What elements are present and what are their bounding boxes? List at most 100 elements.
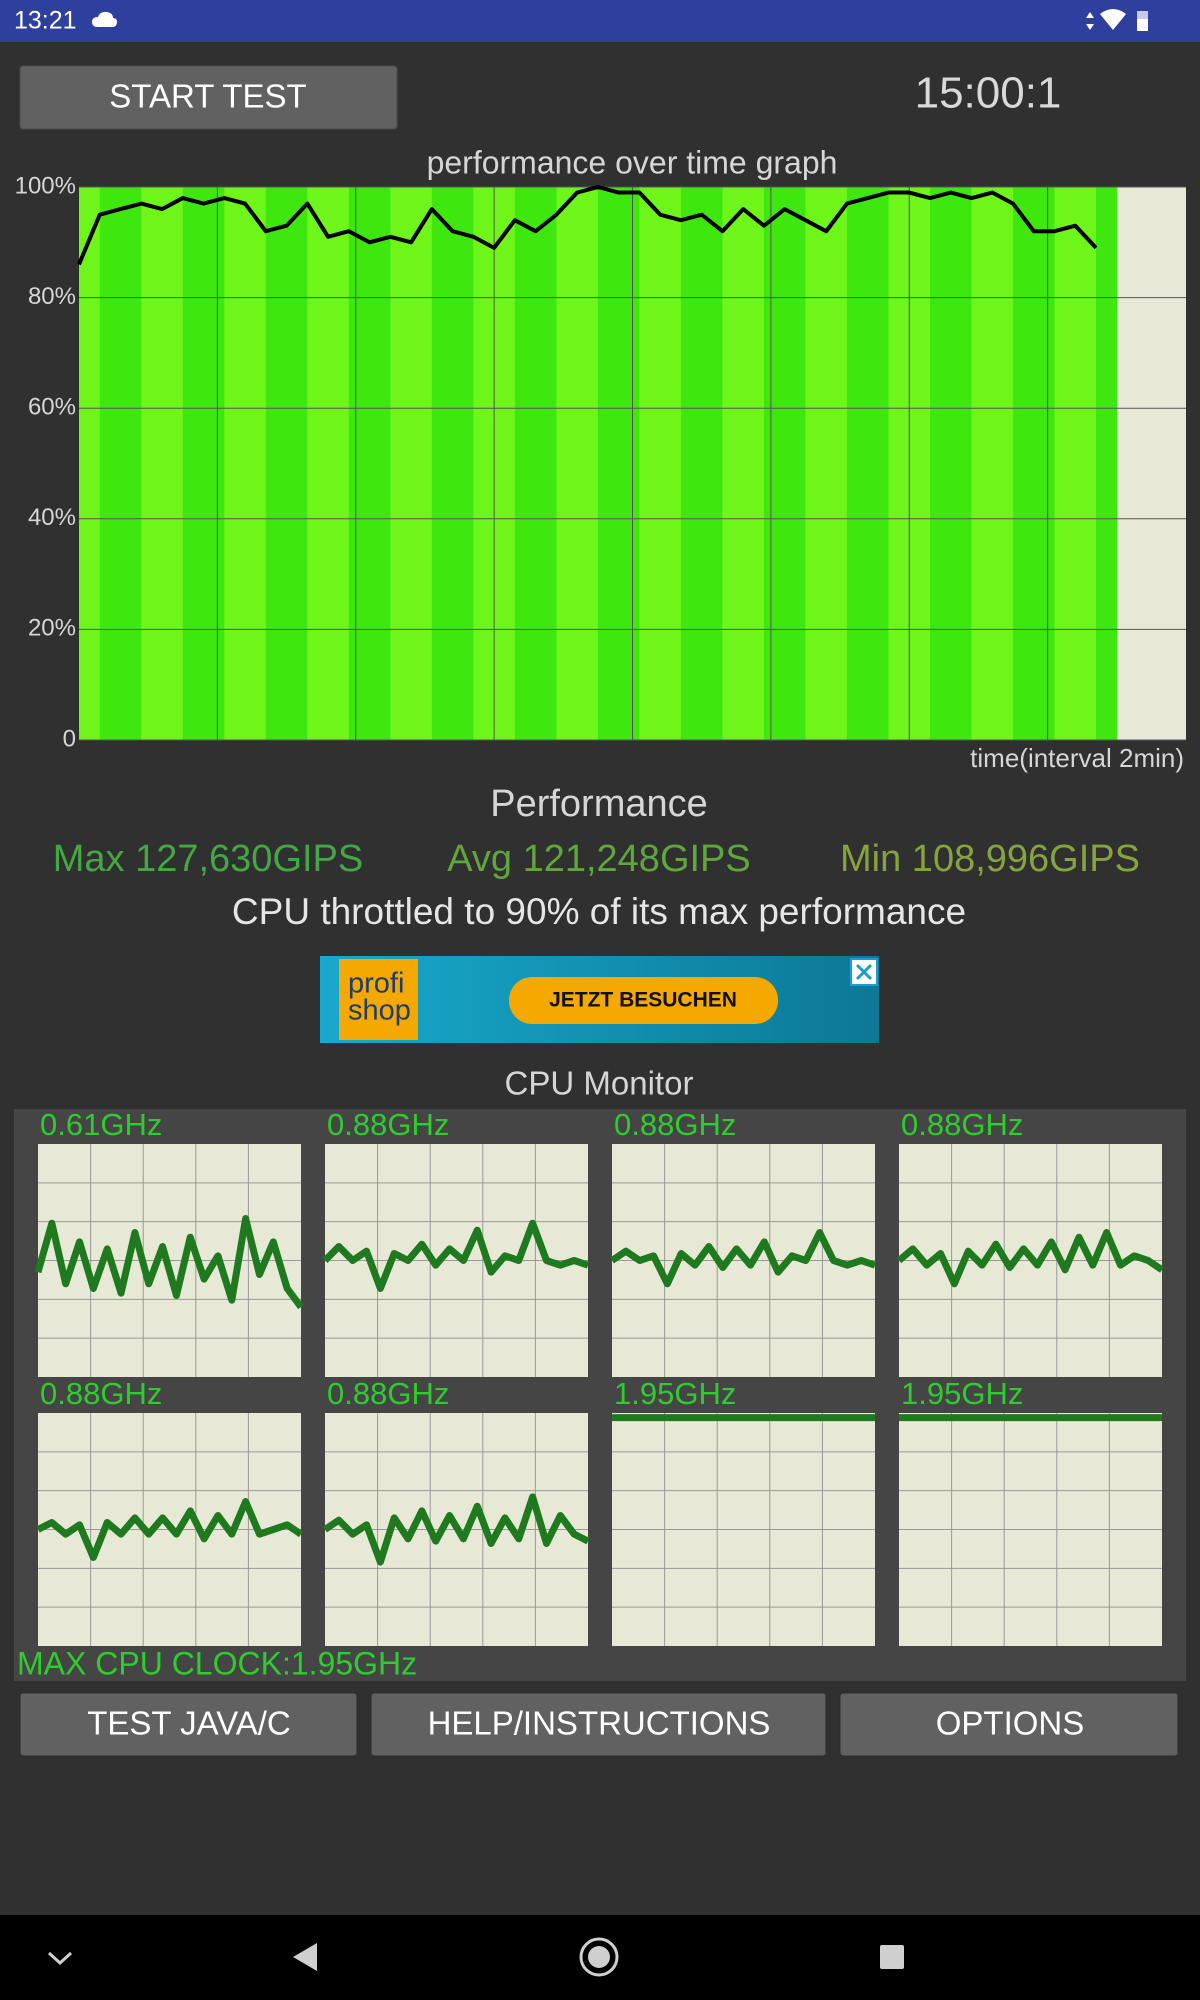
elapsed-stripe (348, 187, 371, 740)
button-label[interactable]: TEST JAVA/C (87, 1705, 291, 1742)
elapsed-stripe (743, 187, 765, 740)
avg-score: Avg 121,248GIPS (447, 838, 751, 880)
elapsed-stripe (162, 187, 184, 740)
nav-home[interactable] (579, 1937, 619, 1977)
wifi-icon (1100, 9, 1126, 30)
elapsed-stripe (265, 187, 288, 740)
elapsed-stripe (909, 187, 931, 740)
core-clock: 1.95GHz (901, 1376, 1023, 1411)
ad-brand-2[interactable]: shop (348, 995, 411, 1027)
min-score: Min 108,996GIPS (840, 838, 1140, 880)
core-load-line (323, 1493, 590, 1566)
y-tick-label: 100% (15, 172, 76, 199)
y-tick-label: 80% (28, 283, 76, 310)
timer: 15:00:1 (915, 69, 1062, 118)
nav-home-dot[interactable] (588, 1946, 610, 1968)
start-test-label[interactable]: START TEST (109, 78, 306, 115)
elapsed-stripe (514, 187, 537, 740)
elapsed-stripe (577, 187, 599, 740)
elapsed-stripe (411, 187, 433, 740)
elapsed-stripe (784, 187, 806, 740)
core-load-line (322, 1219, 590, 1292)
cpu-cores: 0.61GHz 0.88GHz 0.88GHz 0.88GHz 0.88GHz 0.88G… (34, 1107, 1164, 1646)
elapsed-stripe (431, 187, 454, 740)
max-score: Max 127,630GIPS (53, 838, 364, 880)
elapsed-stripe (286, 187, 308, 740)
x-axis-label: time(interval 2min) (970, 743, 1184, 773)
core-load-line (896, 1229, 1164, 1288)
elapsed-stripe (1075, 187, 1097, 740)
y-tick-label: 40% (28, 504, 76, 531)
core-clock: 0.88GHz (327, 1376, 449, 1411)
core-clock: 0.88GHz (614, 1107, 736, 1142)
ad-cta-button[interactable] (509, 977, 778, 1024)
y-tick-label: 20% (28, 615, 76, 642)
elapsed-stripe (328, 187, 350, 740)
ad-cta[interactable]: JETZT BESUCHEN (549, 989, 737, 1012)
elapsed-stripe (805, 187, 827, 740)
elapsed-stripe (390, 187, 412, 740)
y-tick-label: 0 (63, 725, 76, 752)
elapsed-stripe (930, 187, 952, 740)
clock: 13:21 (14, 7, 77, 35)
elapsed-stripe (639, 187, 661, 740)
core-load-line (34, 1215, 304, 1310)
elapsed-stripe (473, 187, 495, 740)
elapsed-stripe (618, 187, 640, 740)
elapsed-stripe (660, 187, 682, 740)
elapsed-stripe (535, 187, 557, 740)
elapsed-stripe (1096, 187, 1118, 740)
performance-line (77, 185, 1098, 266)
ad-logo[interactable] (339, 959, 418, 1040)
elapsed-stripe (1013, 187, 1035, 740)
nav-hide[interactable] (47, 1951, 73, 1966)
performance-graph: 0 20% 40% 60% 80% 100% (15, 172, 1186, 752)
performance-title: Performance (490, 783, 708, 825)
elapsed-stripe (867, 187, 889, 740)
elapsed-stripe (597, 187, 620, 740)
elapsed-stripe (971, 187, 993, 740)
core-clock: 0.88GHz (40, 1376, 162, 1411)
elapsed-stripe (79, 187, 101, 740)
start-test-button[interactable] (19, 65, 398, 130)
elapsed-stripe (452, 187, 474, 740)
button-label[interactable]: OPTIONS (936, 1705, 1085, 1742)
elapsed-stripe (1054, 187, 1076, 740)
core-clock: 0.88GHz (327, 1107, 449, 1142)
status-bar (0, 0, 1200, 42)
elapsed-stripe (224, 187, 246, 740)
elapsed-stripe (99, 187, 122, 740)
core-clock: 0.88GHz (901, 1107, 1023, 1142)
elapsed-stripe (992, 187, 1014, 740)
nav-recents[interactable] (880, 1945, 904, 1969)
nav-back[interactable] (293, 1943, 317, 1971)
elapsed-stripe (141, 187, 163, 740)
core-load-line (36, 1498, 303, 1561)
max-cpu-clock: MAX CPU CLOCK:1.95GHz (17, 1645, 417, 1681)
elapsed-stripe (1033, 187, 1056, 740)
elapsed-stripe (950, 187, 973, 740)
elapsed-stripe (369, 187, 391, 740)
test-java-c-button[interactable] (19, 1692, 358, 1757)
elapsed-stripe (846, 187, 869, 740)
ad-banner[interactable]: profi shop JETZT BESUCHEN (320, 956, 879, 1043)
options-button[interactable] (839, 1692, 1179, 1757)
elapsed-stripe (888, 187, 910, 740)
core-clock: 0.61GHz (40, 1107, 162, 1142)
data-icon (1086, 12, 1094, 30)
elapsed-stripe (120, 187, 142, 740)
elapsed-stripe (826, 187, 848, 740)
button-label[interactable]: HELP/INSTRUCTIONS (428, 1705, 771, 1742)
elapsed-stripe (722, 187, 744, 740)
y-tick-label: 60% (28, 394, 76, 421)
ad-close-icon[interactable] (855, 963, 873, 981)
help-button[interactable] (370, 1692, 827, 1757)
core-clock: 1.95GHz (614, 1376, 736, 1411)
cpu-monitor-title: CPU Monitor (505, 1065, 694, 1102)
battery-level (1137, 19, 1148, 31)
elapsed-stripe (701, 187, 723, 740)
ad-brand-1[interactable]: profi (348, 968, 404, 1000)
cloud-icon (92, 11, 117, 27)
